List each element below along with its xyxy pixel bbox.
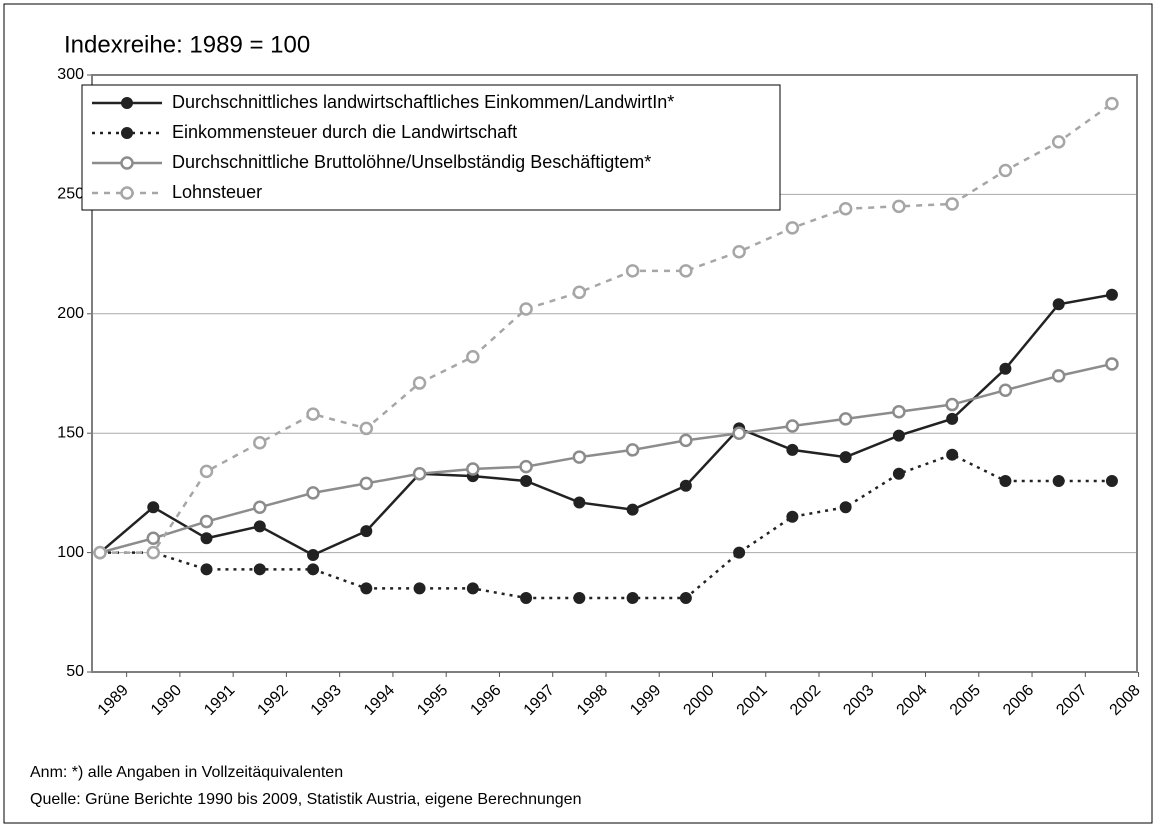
line: [100, 453, 1112, 600]
marker: [412, 376, 427, 390]
y-tick-label: 50: [66, 663, 84, 680]
marker: [520, 474, 533, 487]
y-tick-label: 200: [57, 305, 84, 322]
marker: [360, 582, 373, 595]
marker: [626, 591, 639, 604]
marker: [1052, 298, 1065, 311]
legend-label: Einkommensteuer durch die Landwirtschaft: [172, 122, 517, 142]
marker: [839, 451, 852, 464]
legend-label: Durchschnittliches landwirtschaftliches …: [172, 92, 674, 112]
marker: [200, 532, 213, 545]
legend-label: Lohnsteuer: [172, 182, 262, 202]
marker: [1105, 96, 1119, 111]
marker: [999, 362, 1012, 375]
marker: [946, 412, 959, 425]
marker: [892, 199, 906, 214]
marker: [146, 531, 161, 546]
marker: [120, 186, 134, 200]
marker: [733, 546, 746, 559]
note: Anm: *) alle Angaben in Vollzeitäquivale…: [30, 764, 343, 781]
plot-border: [91, 74, 1138, 673]
marker: [519, 459, 533, 474]
y-tick-label: 150: [57, 424, 84, 441]
marker: [839, 501, 852, 514]
marker: [359, 421, 374, 436]
marker: [1051, 135, 1066, 149]
marker: [253, 520, 266, 533]
marker: [625, 443, 640, 457]
marker: [307, 548, 320, 561]
line: [100, 102, 1113, 554]
marker: [786, 443, 799, 456]
marker: [679, 433, 693, 448]
marker: [121, 127, 133, 139]
legend-label: Durchschnittliche Bruttolöhne/Unselbstän…: [172, 152, 651, 172]
marker: [573, 496, 586, 509]
chart-title: Indexreihe: 1989 = 100: [64, 31, 310, 58]
marker: [945, 397, 959, 412]
line: [99, 362, 1113, 554]
y-tick-label: 300: [57, 66, 84, 83]
marker: [253, 563, 266, 576]
line: [99, 293, 1113, 557]
marker: [573, 591, 586, 604]
marker: [785, 221, 800, 235]
y-tick-label: 250: [57, 186, 84, 203]
marker: [892, 429, 905, 442]
marker: [679, 479, 692, 492]
marker: [892, 467, 905, 480]
marker: [679, 264, 693, 278]
marker: [146, 545, 161, 560]
marker: [466, 582, 479, 595]
marker: [1105, 474, 1118, 487]
marker: [998, 383, 1013, 397]
legend-box: [81, 84, 781, 211]
marker: [199, 514, 214, 529]
marker: [360, 525, 373, 538]
marker: [466, 350, 480, 364]
marker: [466, 462, 480, 476]
marker: [786, 510, 799, 523]
marker: [519, 302, 533, 316]
marker: [626, 503, 639, 516]
marker: [1052, 474, 1065, 487]
marker: [679, 591, 692, 604]
marker: [838, 201, 853, 216]
marker: [359, 476, 374, 491]
marker: [998, 163, 1013, 178]
marker: [306, 486, 320, 500]
marker: [946, 448, 959, 461]
marker: [520, 591, 533, 604]
marker: [199, 464, 214, 479]
marker: [413, 582, 426, 595]
marker: [732, 426, 746, 440]
marker: [1105, 288, 1118, 301]
marker: [121, 97, 133, 109]
marker: [307, 563, 320, 576]
marker: [253, 436, 267, 450]
marker: [732, 244, 746, 259]
marker: [412, 467, 427, 481]
marker: [625, 264, 640, 278]
marker: [572, 285, 587, 300]
marker: [785, 419, 800, 433]
marker: [253, 500, 267, 514]
marker: [200, 563, 213, 576]
marker: [306, 407, 320, 421]
marker: [120, 156, 134, 170]
marker: [93, 545, 107, 560]
marker: [999, 474, 1012, 487]
marker: [945, 197, 959, 211]
marker: [1051, 369, 1066, 383]
y-tick-label: 100: [57, 544, 84, 561]
marker: [1105, 357, 1119, 371]
marker: [572, 450, 587, 464]
marker: [892, 404, 906, 419]
marker: [147, 501, 160, 514]
marker: [838, 412, 853, 426]
note: Quelle: Grüne Berichte 1990 bis 2009, St…: [30, 791, 581, 808]
